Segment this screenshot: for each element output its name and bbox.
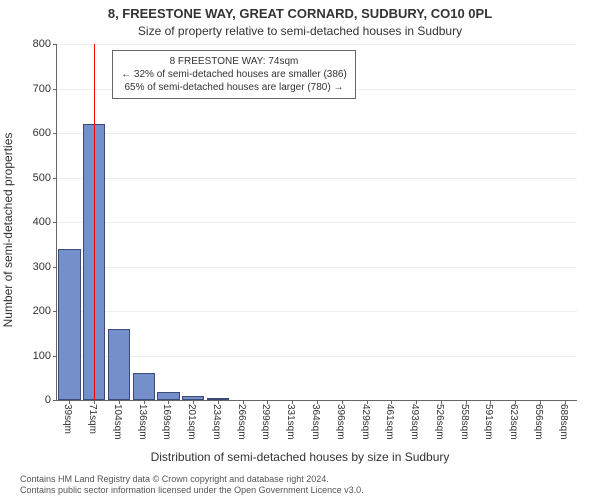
annotation-line1: 8 FREESTONE WAY: 74sqm (121, 55, 347, 68)
ytick-label: 800 (33, 38, 57, 50)
xtick-label: 136sqm (137, 404, 148, 440)
footer-line2: Contains public sector information licen… (20, 485, 580, 496)
xtick-label: 623sqm (508, 404, 519, 440)
ytick-label: 200 (33, 305, 57, 317)
chart-subtitle: Size of property relative to semi-detach… (0, 24, 600, 38)
xtick-label: 429sqm (360, 404, 371, 440)
xtick-label: 526sqm (434, 404, 445, 440)
ytick-label: 400 (33, 216, 57, 228)
xtick-label: 461sqm (384, 404, 395, 440)
ytick-label: 600 (33, 127, 57, 139)
gridline (57, 356, 577, 357)
xtick-label: 266sqm (236, 404, 247, 440)
ytick-label: 0 (45, 394, 57, 406)
xtick-label: 364sqm (310, 404, 321, 440)
chart-title: 8, FREESTONE WAY, GREAT CORNARD, SUDBURY… (0, 6, 600, 21)
xtick-label: 169sqm (161, 404, 172, 440)
xtick-label: 591sqm (483, 404, 494, 440)
gridline (57, 311, 577, 312)
gridline (57, 178, 577, 179)
xtick-label: 104sqm (112, 404, 123, 440)
annotation-box: 8 FREESTONE WAY: 74sqm← 32% of semi-deta… (112, 50, 356, 99)
xtick-label: 493sqm (409, 404, 420, 440)
xtick-label: 396sqm (335, 404, 346, 440)
xtick-label: 331sqm (285, 404, 296, 440)
xtick-label: 558sqm (459, 404, 470, 440)
ytick-label: 500 (33, 172, 57, 184)
plot-area: 010020030040050060070080039sqm71sqm104sq… (56, 44, 577, 401)
highlight-line (94, 44, 95, 400)
bar (157, 392, 179, 400)
xtick-label: 299sqm (260, 404, 271, 440)
ytick-label: 700 (33, 83, 57, 95)
gridline (57, 267, 577, 268)
ytick-label: 100 (33, 350, 57, 362)
xtick-label: 39sqm (62, 404, 73, 434)
xtick-label: 656sqm (533, 404, 544, 440)
gridline (57, 44, 577, 45)
footer-attribution: Contains HM Land Registry data © Crown c… (20, 474, 580, 496)
xtick-label: 688sqm (558, 404, 569, 440)
annotation-line3: 65% of semi-detached houses are larger (… (121, 81, 347, 94)
x-axis-label: Distribution of semi-detached houses by … (0, 450, 600, 464)
y-axis-label: Number of semi-detached properties (1, 133, 15, 328)
xtick-label: 234sqm (211, 404, 222, 440)
bar (108, 329, 130, 400)
xtick-label: 71sqm (87, 404, 98, 434)
bar (58, 249, 80, 400)
annotation-line2: ← 32% of semi-detached houses are smalle… (121, 68, 347, 81)
gridline (57, 222, 577, 223)
gridline (57, 133, 577, 134)
ytick-label: 300 (33, 261, 57, 273)
footer-line1: Contains HM Land Registry data © Crown c… (20, 474, 580, 485)
bar (133, 373, 155, 400)
xtick-label: 201sqm (186, 404, 197, 440)
